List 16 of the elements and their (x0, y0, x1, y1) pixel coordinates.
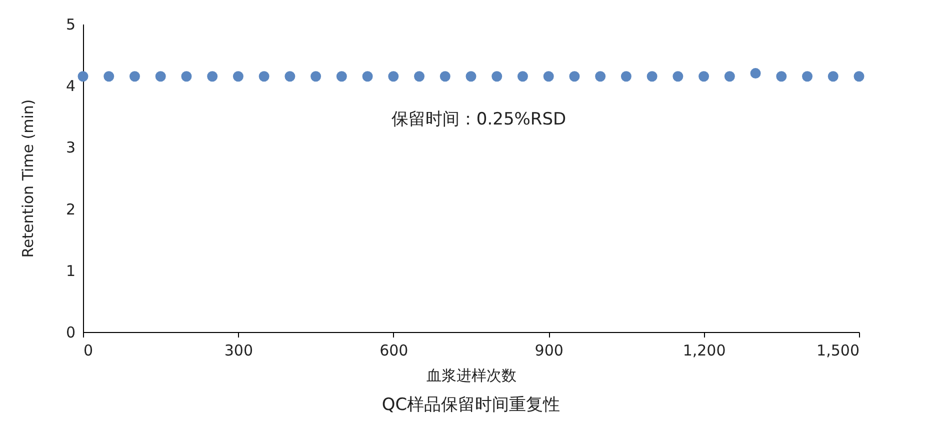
y-axis-title: Retention Time (min) (18, 99, 37, 258)
y-tick-label: 3 (66, 138, 76, 157)
y-tick-label: 5 (66, 16, 76, 34)
x-axis-title: 血浆进样次数 (426, 366, 516, 384)
x-tick-label: 1,200 (682, 342, 726, 360)
x-tick-label: 0 (84, 342, 94, 360)
x-tick-label: 900 (534, 342, 564, 360)
x-tick-label: 1,500 (816, 342, 860, 360)
annotation: 保留时间：0.25%RSD (391, 109, 566, 130)
y-tick-label: 4 (66, 77, 76, 96)
x-tick-label: 600 (380, 342, 408, 360)
y-tick-label: 1 (66, 262, 76, 280)
text: QC样品保留时间重复性 (382, 395, 560, 415)
x-tick-label: 300 (224, 342, 254, 360)
y-tick-label: 0 (66, 324, 76, 342)
y-tick-label: 2 (66, 200, 76, 218)
